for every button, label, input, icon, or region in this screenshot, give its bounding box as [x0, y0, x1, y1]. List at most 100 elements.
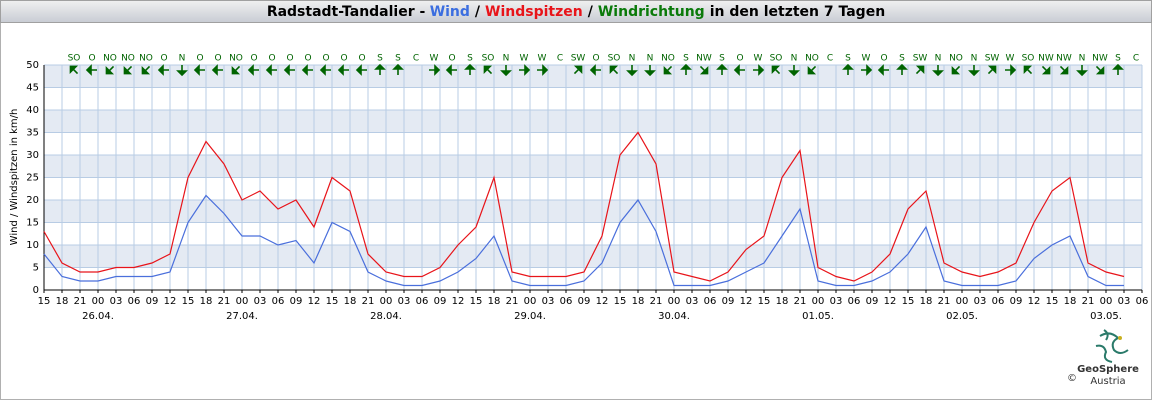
direction-arrow [85, 64, 97, 76]
direction-arrow [519, 64, 531, 76]
direction-arrow-shape [951, 65, 961, 75]
x-tick-label: 15 [326, 296, 339, 307]
direction-arrow [374, 63, 386, 75]
direction-arrow [1076, 65, 1088, 77]
y-tick-label: 10 [26, 240, 39, 251]
direction-arrow-shape [771, 65, 781, 75]
direction-arrow-shape [337, 64, 349, 76]
direction-arrow [896, 63, 908, 75]
direction-arrow [1059, 65, 1069, 75]
direction-label: W [1006, 54, 1015, 64]
direction-arrow-shape [699, 65, 709, 75]
direction-arrow [392, 63, 404, 75]
direction-arrow [355, 64, 367, 76]
y-axis-label: Wind / Windspitzen in km/h [9, 109, 20, 246]
direction-label: NW [1038, 54, 1054, 64]
direction-arrow-shape [429, 64, 441, 76]
direction-arrow [1041, 65, 1051, 75]
x-tick-label: 09 [1010, 296, 1023, 307]
direction-arrow-shape [193, 64, 205, 76]
y-tick-label: 5 [33, 263, 39, 274]
direction-arrow-shape [896, 63, 908, 75]
direction-arrow [915, 65, 925, 75]
direction-label: NO [103, 54, 117, 64]
direction-label: S [719, 54, 725, 64]
direction-arrow [951, 65, 961, 75]
direction-label: O [196, 54, 203, 64]
direction-arrow [842, 63, 854, 75]
direction-label: SO [608, 54, 621, 64]
direction-arrow-shape [842, 63, 854, 75]
title-wind: Wind [430, 4, 470, 20]
direction-arrow-shape [680, 63, 692, 75]
direction-arrow-shape [589, 64, 601, 76]
direction-arrow [464, 63, 476, 75]
direction-arrow-shape [987, 65, 997, 75]
direction-label: O [340, 54, 347, 64]
day-label: 26.04. [82, 311, 114, 322]
grid-band [44, 245, 1142, 268]
title-separator: / [475, 4, 481, 20]
direction-arrow [265, 64, 277, 76]
direction-arrow-shape [1023, 65, 1033, 75]
x-tick-label: 06 [992, 296, 1005, 307]
direction-label: O [592, 54, 599, 64]
y-tick-label: 40 [26, 105, 39, 116]
direction-arrow [589, 64, 601, 76]
direction-arrow-shape [877, 64, 889, 76]
direction-arrow-shape [374, 63, 386, 75]
direction-label: O [160, 54, 167, 64]
x-tick-label: 03 [974, 296, 987, 307]
x-tick-label: 06 [1136, 296, 1149, 307]
x-tick-label: 03 [1118, 296, 1131, 307]
direction-arrow [609, 65, 619, 75]
direction-arrow [337, 64, 349, 76]
day-label: 02.05. [946, 311, 978, 322]
title-gust: Windspitzen [485, 4, 583, 20]
title-separator: / [588, 4, 594, 20]
direction-label: SO [1022, 54, 1035, 64]
direction-arrow [788, 65, 800, 77]
day-label: 27.04. [226, 311, 258, 322]
direction-label: N [629, 54, 636, 64]
logo-name: GeoSphere [1077, 364, 1139, 375]
direction-label: O [304, 54, 311, 64]
logo-copyright: © [1067, 373, 1077, 384]
direction-label: NW [696, 54, 712, 64]
x-tick-label: 00 [1100, 296, 1113, 307]
direction-arrow-shape [157, 64, 169, 76]
direction-arrow [807, 65, 817, 75]
direction-arrow-shape [69, 65, 79, 75]
x-tick-label: 15 [38, 296, 51, 307]
direction-label: NO [805, 54, 819, 64]
direction-arrow [283, 64, 295, 76]
direction-arrow [537, 64, 549, 76]
y-tick-label: 25 [26, 173, 39, 184]
x-tick-label: 21 [362, 296, 375, 307]
direction-arrow [1112, 63, 1124, 75]
direction-label: W [862, 54, 871, 64]
x-tick-label: 03 [254, 296, 267, 307]
x-tick-label: 21 [74, 296, 87, 307]
logo-sub: Austria [1090, 376, 1125, 387]
x-tick-label: 15 [614, 296, 627, 307]
direction-arrow [1023, 65, 1033, 75]
direction-label: S [899, 54, 905, 64]
direction-label: NW [1092, 54, 1108, 64]
x-tick-label: 21 [506, 296, 519, 307]
x-tick-label: 15 [182, 296, 195, 307]
day-label: 01.05. [802, 311, 834, 322]
direction-label: SW [913, 54, 928, 64]
y-tick-label: 0 [33, 285, 39, 296]
direction-arrow [626, 65, 638, 77]
x-tick-label: 15 [470, 296, 483, 307]
y-tick-label: 35 [26, 128, 39, 139]
direction-arrow [193, 64, 205, 76]
direction-label: SO [482, 54, 495, 64]
x-tick-label: 12 [1028, 296, 1041, 307]
direction-label: O [322, 54, 329, 64]
x-tick-label: 18 [344, 296, 357, 307]
direction-label: SW [985, 54, 1000, 64]
direction-label: W [520, 54, 529, 64]
